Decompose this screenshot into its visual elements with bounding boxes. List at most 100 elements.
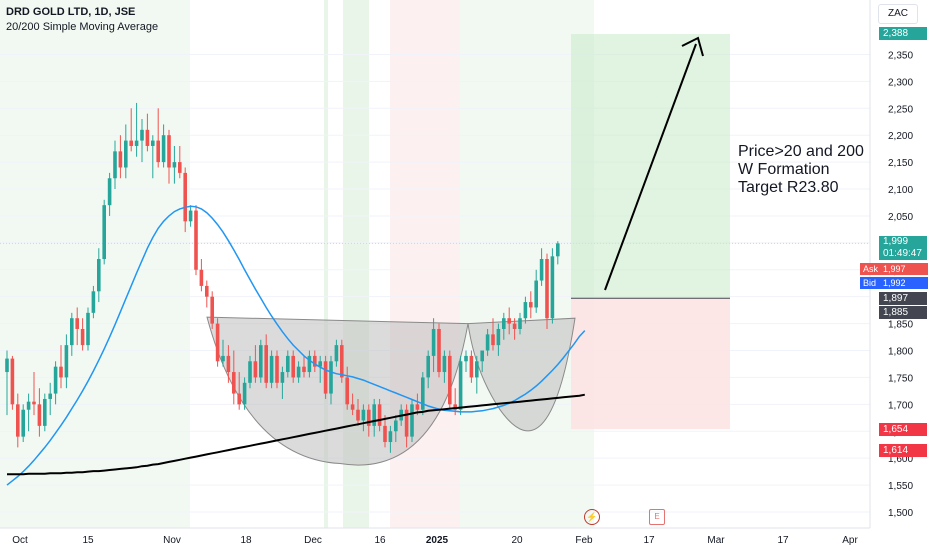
candle-body <box>64 345 69 378</box>
candle-body <box>140 129 144 141</box>
candle-body <box>172 162 177 168</box>
candle-body <box>59 366 63 378</box>
candle-body <box>5 358 9 373</box>
candle-body <box>539 259 544 281</box>
candle-body <box>313 355 317 367</box>
candle-body <box>323 361 328 394</box>
candle-body <box>259 345 263 378</box>
stop-label-a: 1,654 <box>879 423 927 436</box>
chart-annotation[interactable]: Price>20 and 200 W Formation Target R23.… <box>738 143 864 197</box>
y-tick-label: 1,600 <box>888 454 913 465</box>
candle-body <box>280 372 285 383</box>
candle-body <box>464 355 468 362</box>
candle-body <box>91 291 96 313</box>
candle-body <box>178 162 182 173</box>
x-tick-label: 16 <box>374 535 386 546</box>
candle-body <box>124 140 128 168</box>
target-arrow-head <box>681 36 704 57</box>
candle-body <box>545 259 549 319</box>
candle-body <box>16 404 20 437</box>
annotation-line-3: Target R23.80 <box>738 179 839 196</box>
candle-body <box>237 393 241 405</box>
candle-body <box>502 318 506 329</box>
candle-body <box>507 318 511 324</box>
ask-value: 1,997 <box>883 264 906 274</box>
candle-body <box>10 358 15 405</box>
candle-body <box>415 404 420 410</box>
x-tick-label: 17 <box>777 535 789 546</box>
candle-body <box>167 135 171 168</box>
candle-body <box>37 404 42 426</box>
candle-body <box>356 409 360 421</box>
x-tick-label: Nov <box>163 535 181 546</box>
candle-body <box>367 409 371 426</box>
candle-body <box>188 210 193 222</box>
candle-body <box>480 350 484 362</box>
dividend-event-icon[interactable]: ⚡ <box>584 509 600 525</box>
candle-body <box>410 404 414 437</box>
candle-body <box>226 355 231 373</box>
candle-body <box>334 345 339 362</box>
target-arrow-line <box>604 43 697 291</box>
candle-body <box>253 361 258 378</box>
candle-body <box>534 280 538 308</box>
candle-body <box>53 366 58 394</box>
candle-body <box>329 361 333 394</box>
candle-body <box>404 409 409 437</box>
session-band <box>324 0 328 528</box>
y-tick-label: 2,250 <box>888 104 913 115</box>
candle-body <box>518 318 522 329</box>
candle-body <box>426 355 430 378</box>
bar-countdown: 01:49:47 <box>883 248 922 259</box>
candle-body <box>113 151 117 179</box>
candle-body <box>529 302 533 308</box>
candle-body <box>394 420 398 432</box>
currency-button[interactable]: ZAC <box>878 4 918 24</box>
candle-body <box>129 140 133 146</box>
candle-body <box>307 355 312 373</box>
symbol-title: DRD GOLD LTD, 1D, JSE <box>6 6 136 18</box>
x-tick-label: Feb <box>575 535 593 546</box>
candle-body <box>556 243 560 257</box>
candle-body <box>421 377 425 410</box>
candle-body <box>264 345 268 383</box>
x-tick-label: 2025 <box>426 535 449 546</box>
candle-body <box>118 151 123 168</box>
y-tick-label: 2,200 <box>888 131 913 142</box>
earnings-event-icon[interactable]: E <box>649 509 665 525</box>
candle-body <box>383 425 387 443</box>
candle-body <box>361 409 366 421</box>
x-tick-label: 18 <box>240 535 252 546</box>
candle-body <box>523 302 528 319</box>
candle-body <box>377 404 382 426</box>
x-tick-label: 15 <box>82 535 94 546</box>
y-tick-label: 2,350 <box>888 50 913 61</box>
candle-body <box>48 393 52 399</box>
candle-body <box>86 312 90 346</box>
candle-body <box>194 210 198 270</box>
y-tick-label: 1,850 <box>888 320 913 331</box>
x-tick-label: Oct <box>12 535 28 546</box>
level-label-b: 1,885 <box>879 306 927 319</box>
level-label-a: 1,897 <box>879 292 927 305</box>
candle-body <box>145 129 150 146</box>
y-tick-label: 2,300 <box>888 77 913 88</box>
candle-body <box>291 355 295 378</box>
loss-zone <box>571 298 730 430</box>
last-price: 1,999 <box>883 236 909 247</box>
candle-body <box>448 355 452 405</box>
ask-key: Ask <box>863 264 879 274</box>
candle-body <box>453 404 457 410</box>
candle-body <box>437 328 441 373</box>
ask-label: Ask 1,997 <box>860 263 928 275</box>
candle-body <box>350 404 355 410</box>
candle-body <box>215 323 220 362</box>
candle-body <box>232 372 236 394</box>
candle-body <box>302 366 306 373</box>
stop-label-b: 1,614 <box>879 444 927 457</box>
y-tick-label: 1,800 <box>888 347 913 358</box>
bid-value: 1,992 <box>883 278 906 288</box>
bid-key: Bid <box>863 278 877 288</box>
candle-body <box>475 361 479 378</box>
